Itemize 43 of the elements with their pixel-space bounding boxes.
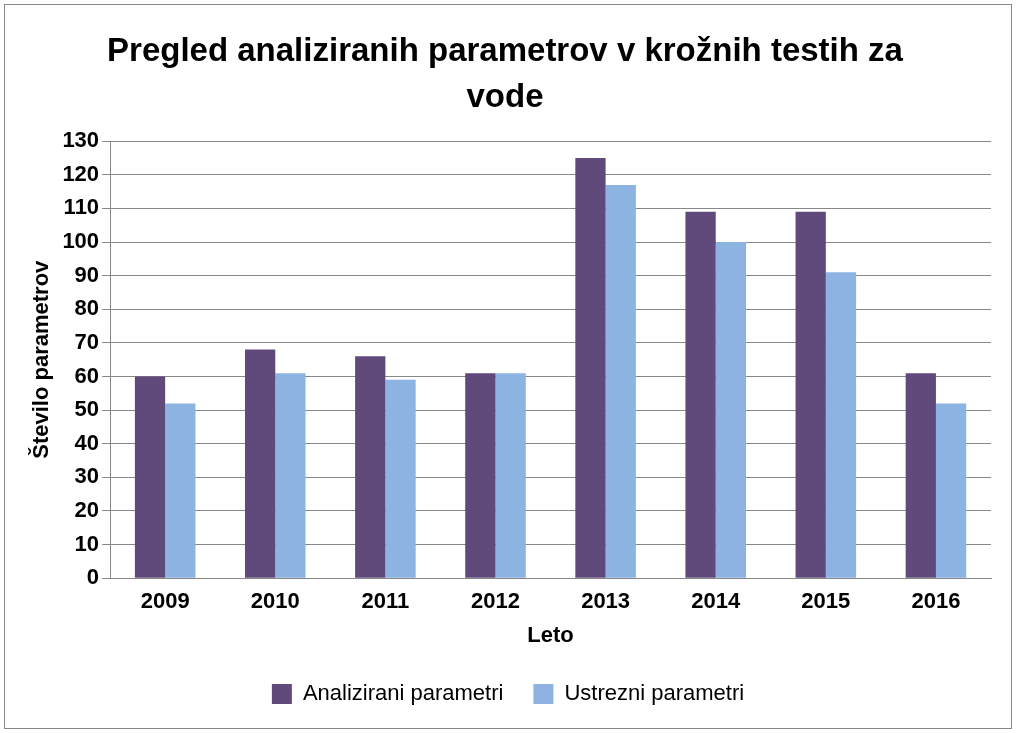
y-axis-title: Število parametrov (28, 259, 54, 459)
bar (165, 403, 196, 578)
bar (575, 158, 606, 578)
y-tick-label: 20 (74, 497, 100, 523)
bar (605, 184, 636, 578)
x-tick-label: 2012 (471, 588, 520, 614)
bar (935, 403, 967, 578)
bar (825, 272, 857, 578)
bar (465, 373, 496, 578)
y-tick-label: 0 (86, 564, 100, 590)
y-tick-label: 110 (63, 194, 100, 220)
x-axis-title: Leto (527, 621, 574, 647)
y-tick-label: 70 (74, 328, 100, 354)
y-tick-label: 90 (74, 261, 100, 287)
bar (355, 356, 386, 578)
legend-label: Analizirani parametri (302, 680, 504, 706)
y-tick-label: 50 (74, 396, 100, 422)
bar (795, 211, 826, 578)
bar (685, 211, 716, 578)
y-tick-label: 100 (62, 228, 100, 254)
y-tick-label: 80 (74, 295, 100, 321)
legend-label: Ustrezni parametri (564, 680, 745, 706)
bar (495, 373, 526, 578)
y-tick-label: 130 (62, 127, 100, 153)
x-tick-label: 2014 (691, 588, 741, 614)
bar (275, 373, 306, 578)
y-tick-label: 60 (74, 362, 100, 388)
x-tick-label: 2013 (581, 588, 631, 614)
y-tick-label: 30 (74, 463, 100, 489)
bar (244, 349, 276, 578)
y-tick-label: 120 (62, 160, 100, 186)
y-tick-label: 10 (74, 530, 100, 556)
y-tick-label: 40 (74, 429, 100, 455)
x-tick-label: 2015 (801, 588, 851, 614)
bar (715, 242, 746, 578)
x-tick-label: 2010 (250, 588, 300, 614)
x-tick-label: 2009 (140, 588, 190, 614)
x-tick-label: 2011 (361, 588, 410, 614)
bar (385, 379, 416, 578)
bar (905, 373, 936, 578)
chart-title: Pregled analiziranih parametrov v krožnih testih za vode (106, 30, 904, 116)
x-tick-label: 2016 (911, 588, 961, 614)
bar (134, 376, 166, 578)
